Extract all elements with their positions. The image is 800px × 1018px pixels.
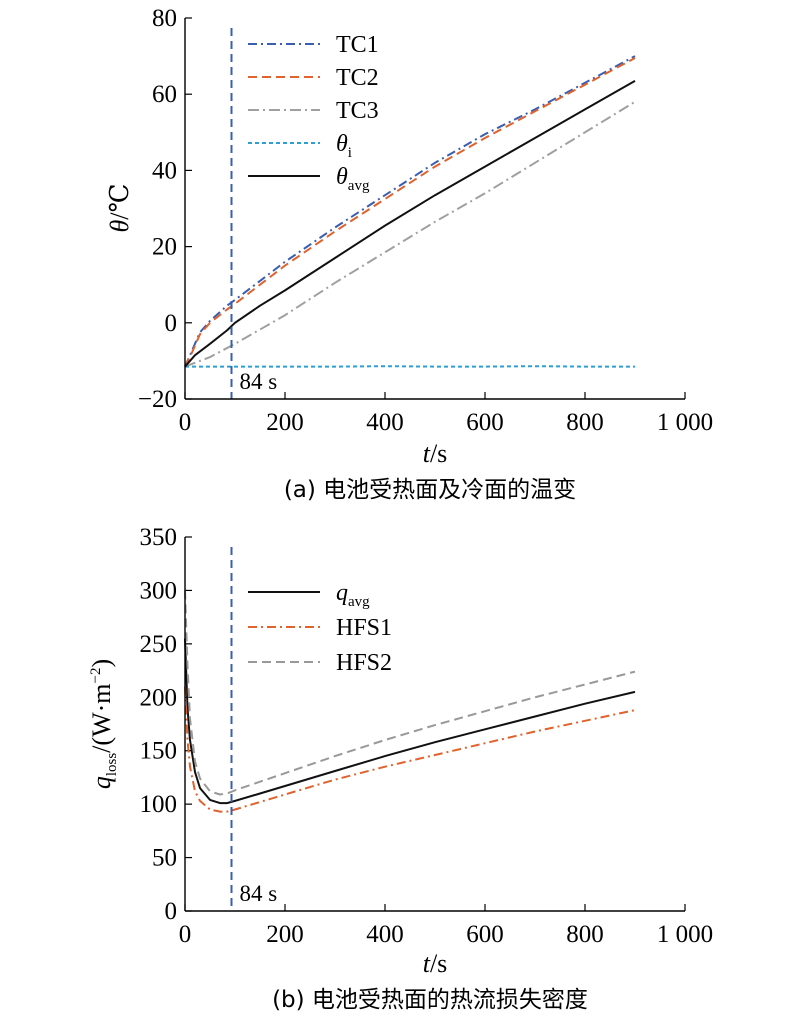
x-tick-label: 200 <box>266 921 304 948</box>
panel-a-y-axis-title: θ/℃ <box>105 183 134 232</box>
legend-label-TC3: TC3 <box>336 98 379 124</box>
panel-b-y-axis-title: qloss/(W·m−2) <box>87 659 120 789</box>
series-line-TC2 <box>184 57 636 368</box>
panel-a-84s-label: 84 s <box>240 369 278 394</box>
x-tick-label: 200 <box>266 409 304 436</box>
legend-label-qavg: qavg <box>336 580 370 610</box>
x-tick-label: 400 <box>366 409 404 436</box>
y-tick-label: 50 <box>152 845 177 872</box>
panel-b-series-lines <box>184 590 636 813</box>
legend-label-HFS1: HFS1 <box>336 615 392 641</box>
series-line-θavg <box>184 80 636 368</box>
panel-b-84s-label: 84 s <box>240 881 278 906</box>
legend-label-TC1: TC1 <box>336 32 379 58</box>
legend-label-θavg: θavg <box>336 164 370 194</box>
series-line-HFS1 <box>184 686 636 813</box>
x-tick-label: 400 <box>366 921 404 948</box>
x-tick-label: 800 <box>566 409 604 436</box>
panel-b-caption: (b) 电池受热面的热流损失密度 <box>272 987 588 1013</box>
legend-label-θi: θi <box>336 131 352 161</box>
x-tick-label: 600 <box>466 409 504 436</box>
x-tick-label: 0 <box>179 409 192 436</box>
y-tick-label: 20 <box>152 234 177 261</box>
panel-b-heat-flux-chart: 0 200 400 600 800 1 000050100150200250300350 … <box>87 524 713 1013</box>
y-tick-label: 80 <box>152 5 177 32</box>
series-line-TC3 <box>184 100 636 368</box>
panel-b-legend: qavg HFS1 HFS2 <box>248 580 392 676</box>
y-tick-label: 350 <box>140 524 178 551</box>
y-tick-label: 150 <box>140 738 178 765</box>
series-line-TC1 <box>184 55 636 368</box>
x-tick-label: 1 000 <box>657 921 713 948</box>
y-tick-label: 0 <box>165 898 178 925</box>
panel-b-x-axis-title: t/s <box>423 949 448 978</box>
series-line-HFS2 <box>184 590 636 796</box>
x-tick-label: 600 <box>466 921 504 948</box>
x-tick-label: 1 000 <box>657 409 713 436</box>
y-tick-label: 250 <box>140 631 178 658</box>
y-tick-label: 200 <box>140 684 178 711</box>
y-tick-label: 0 <box>165 310 178 337</box>
y-tick-label: 60 <box>152 81 177 108</box>
y-tick-label: 100 <box>140 791 178 818</box>
y-tick-label: −20 <box>138 386 177 413</box>
panel-a-x-axis-title: t/s <box>423 439 448 468</box>
panel-a-series-lines <box>184 55 636 368</box>
x-tick-label: 800 <box>566 921 604 948</box>
series-line-qavg <box>184 638 636 805</box>
x-tick-label: 0 <box>179 921 192 948</box>
panel-a-caption: (a) 电池受热面及冷面的温变 <box>284 477 576 503</box>
legend-label-HFS2: HFS2 <box>336 650 392 676</box>
y-tick-label: 300 <box>140 577 178 604</box>
panel-b-ticks: 0 200 400 600 800 1 000 0 50 100 150 200 250 300 350 <box>140 524 714 948</box>
y-tick-label: 40 <box>152 157 177 184</box>
legend-label-TC2: TC2 <box>336 65 379 91</box>
